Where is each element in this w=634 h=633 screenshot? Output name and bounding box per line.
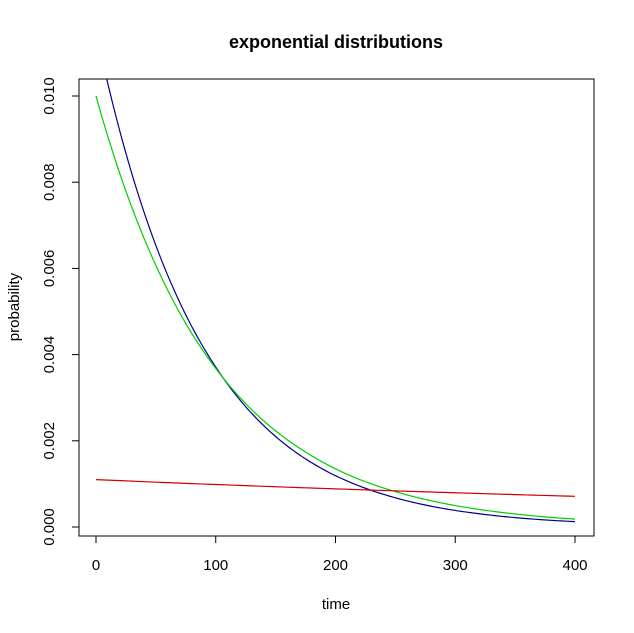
series-line-2	[95, 95, 576, 520]
y-tick-label: 0.006	[41, 250, 58, 288]
x-tick-label: 200	[323, 557, 348, 574]
y-axis: 0.000 0.002 0.004 0.006 0.008 0.010	[41, 77, 80, 546]
x-tick-label: 0	[92, 557, 100, 574]
y-tick-label: 0.000	[41, 508, 58, 546]
chart-title: exponential distributions	[229, 32, 443, 52]
x-axis-title: time	[322, 596, 350, 613]
y-tick-label: 0.004	[41, 336, 58, 374]
y-tick-label: 0.002	[41, 422, 58, 460]
plot-area-border	[78, 78, 595, 537]
x-tick-label: 100	[203, 557, 228, 574]
series-line-3	[95, 478, 576, 497]
y-tick-label: 0.010	[41, 77, 58, 115]
x-tick-label: 400	[562, 557, 587, 574]
series-layer	[95, 79, 576, 523]
x-axis: 0 100 200 300 400	[92, 535, 588, 574]
x-tick-label: 300	[443, 557, 468, 574]
y-tick-label: 0.008	[41, 163, 58, 201]
y-axis-title: probability	[6, 272, 23, 341]
series-line-1	[106, 79, 576, 523]
